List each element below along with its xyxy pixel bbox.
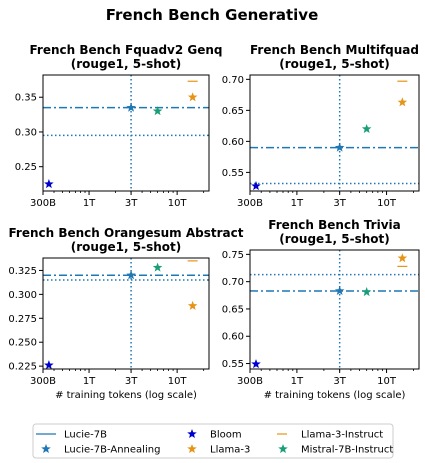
legend-frame [32,423,394,459]
x-tick-label: 3T [125,198,138,209]
y-tick-label: 0.30 [15,127,37,138]
legend-swatch [187,444,197,454]
legend-label: Llama-3-Instruct [301,430,383,441]
subplot-title-line: (rouge1, 5-shot) [71,240,181,254]
y-tick-label: 0.65 [222,106,244,117]
point-lucie-7b-annealing [126,270,136,280]
x-tick-label: 1T [291,376,304,387]
x-tick-label: 300B [237,198,263,209]
point-mistral-7b-instruct [361,123,372,134]
legend-item-llama-3-instruct: Llama-3-Instruct [277,430,383,441]
x-axis-label: # training tokens (log scale) [55,390,197,401]
legend-label: Llama-3 [210,445,250,456]
point-llama-3 [397,97,408,107]
y-tick-label: 0.275 [8,314,37,325]
x-tick-label: 1T [83,376,96,387]
point-lucie-7b-annealing [334,285,345,295]
axes-frame [249,249,420,370]
legend-swatch [187,429,197,439]
subplot-title-line: (rouge1, 5-shot) [71,57,181,71]
x-tick-label: 3T [125,376,138,387]
point-lucie-7b-annealing [126,102,136,112]
x-tick-label: 10T [377,198,397,209]
point-llama-3 [397,253,408,263]
subplot-title-line: French Bench Trivia [268,218,400,232]
point-mistral-7b-instruct [361,287,372,297]
x-axis-label: # training tokens (log scale) [264,390,406,401]
subplot-trivia: French Bench Trivia(rouge1, 5-shot) 300B 1… [222,218,420,401]
y-tick-label: 0.225 [8,362,37,373]
subplot-title-line: French Bench Multifquad [250,43,419,57]
point-mistral-7b-instruct [152,106,163,116]
figure-title: French Bench Generative [106,6,319,24]
legend: Lucie-7B Lucie-7B-Annealing Bloom Llama-3 Ll… [32,423,394,459]
point-llama-3 [187,300,198,310]
legend-item-lucie-7b-annealing: Lucie-7B-Annealing [41,444,160,456]
subplot-title-line: (rouge1, 5-shot) [279,57,389,71]
legend-item-llama-3: Llama-3 [187,444,250,456]
x-tick-label: 300B [30,198,56,209]
x-tick-label: 3T [333,198,346,209]
subplot-title-line: (rouge1, 5-shot) [279,232,389,246]
legend-item-bloom: Bloom [187,429,242,441]
y-tick-label: 0.60 [222,332,244,343]
x-tick-label: 3T [333,376,346,387]
legend-label: Lucie-7B [64,430,107,441]
y-tick-label: 0.55 [222,168,244,179]
subplot-orangesum-abstract: French Bench Orangesum Abstract(rouge1, … [8,226,243,401]
x-tick-label: 10T [168,376,188,387]
y-tick-label: 0.60 [222,137,244,148]
legend-swatch [41,444,51,454]
point-bloom [251,359,261,369]
y-tick-label: 0.250 [8,338,37,349]
x-tick-label: 1T [291,198,304,209]
x-tick-label: 10T [377,376,397,387]
legend-swatch [278,444,288,454]
y-tick-label: 0.35 [15,93,37,104]
point-bloom [44,360,54,369]
y-tick-label: 0.25 [15,162,37,173]
legend-item-lucie-7b: Lucie-7B [36,430,107,441]
x-tick-label: 300B [30,376,56,387]
y-tick-label: 0.70 [222,75,244,86]
legend-label: Mistral-7B-Instruct [301,445,393,456]
y-tick-label: 0.325 [8,266,37,277]
legend-item-mistral-7b-instruct: Mistral-7B-Instruct [278,444,393,456]
x-tick-label: 10T [168,198,188,209]
point-bloom [44,179,54,189]
subplot-title-line: French Bench Orangesum Abstract [8,226,243,240]
y-tick-label: 0.55 [222,359,244,370]
subplot-fquadv2-genq: French Bench Fquadv2 Genq(rouge1, 5-shot… [15,43,223,209]
axes-frame [42,257,210,370]
y-tick-label: 0.65 [222,304,244,315]
y-tick-label: 0.300 [8,290,37,301]
subplot-title-line: French Bench Fquadv2 Genq [29,43,222,57]
x-tick-label: 1T [83,198,96,209]
point-lucie-7b-annealing [334,142,345,152]
axes-frame [42,74,210,192]
y-tick-label: 0.70 [222,277,244,288]
subplot-multifquad: French Bench Multifquad(rouge1, 5-shot) 3… [222,43,420,209]
point-llama-3 [187,92,198,102]
axes-frame [249,74,420,192]
y-tick-label: 0.75 [222,250,244,261]
x-tick-label: 300B [237,376,263,387]
point-bloom [251,181,261,191]
legend-label: Lucie-7B-Annealing [64,445,160,456]
point-mistral-7b-instruct [152,262,163,272]
legend-label: Bloom [210,430,242,441]
